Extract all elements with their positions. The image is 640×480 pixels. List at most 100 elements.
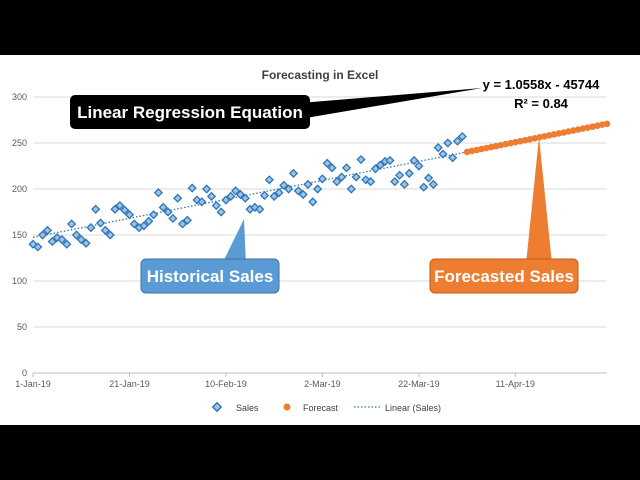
x-tick-label: 21-Jan-19 — [109, 379, 150, 389]
sales-point — [120, 205, 130, 215]
sales-point — [322, 158, 332, 168]
sales-point — [226, 191, 236, 201]
sales-point — [206, 191, 217, 201]
sales-point — [293, 186, 303, 196]
forecast-callout-pointer — [526, 137, 552, 264]
sales-point — [341, 163, 352, 173]
chart-frame: Forecasting in Excel 0 50 100 150 200 250 300 … — [0, 55, 640, 425]
y-tick-label: 50 — [17, 322, 27, 332]
y-tick-label: 100 — [12, 276, 27, 286]
sales-point — [404, 168, 414, 178]
sales-point — [221, 195, 231, 205]
x-axis-ticks: 1-Jan-19 21-Jan-19 10-Feb-19 2-Mar-19 22-Mar… — [15, 373, 535, 389]
sales-point — [279, 180, 289, 190]
sales-point — [428, 179, 438, 189]
sales-point — [312, 184, 323, 194]
y-tick-label: 250 — [12, 138, 27, 148]
legend: Sales Forecast Linear (Sales) — [211, 401, 441, 413]
x-tick-label: 10-Feb-19 — [205, 379, 247, 389]
trendline-layer — [32, 151, 468, 238]
sales-point — [303, 179, 313, 189]
historical-callout-box — [140, 258, 280, 294]
forecast-chart: Forecasting in Excel 050100150200250300 … — [12, 68, 611, 413]
sales-point — [197, 197, 207, 207]
sales-point — [274, 188, 284, 198]
y-tick-label: 150 — [12, 230, 27, 240]
sales-point — [42, 225, 53, 235]
y-axis-ticks: 0 50 100 150 200 250 300 — [12, 92, 27, 378]
forecast-series — [463, 120, 611, 156]
y-tick-label: 0 — [22, 368, 27, 378]
sales-point — [308, 197, 318, 207]
sales-point — [414, 161, 424, 171]
sales-point — [95, 218, 106, 228]
sales-point — [269, 191, 279, 201]
x-tick-label: 1-Jan-19 — [15, 379, 51, 389]
legend-sales-marker — [211, 401, 223, 413]
y-tick-label: 300 — [12, 92, 27, 102]
forecast-callout-box — [429, 258, 579, 294]
sales-point — [182, 215, 192, 225]
trendline-equation: y = 1.0558x - 45744 — [483, 77, 601, 92]
sales-point — [148, 210, 159, 220]
sales-point — [457, 131, 467, 142]
sales-point — [105, 230, 115, 240]
sales-point — [211, 200, 221, 211]
sales-point — [370, 164, 381, 174]
sales-point — [91, 204, 101, 214]
sales-point — [409, 155, 419, 166]
sales-point — [317, 174, 328, 184]
sales-point — [255, 204, 265, 214]
sales-point — [86, 223, 96, 233]
sales-point — [235, 189, 246, 200]
sales-point — [47, 236, 57, 247]
sales-point — [100, 225, 110, 235]
regression-callout-pointer — [300, 88, 482, 119]
sales-point — [173, 193, 183, 203]
sales-point — [394, 170, 405, 180]
sales-point — [129, 219, 139, 229]
trendline — [32, 151, 468, 238]
sales-point — [38, 230, 48, 240]
sales-point — [163, 207, 173, 217]
sales-point — [375, 160, 385, 170]
sales-point — [124, 210, 135, 220]
sales-point — [399, 179, 410, 189]
sales-point — [337, 172, 347, 182]
sales-point — [153, 188, 164, 198]
legend-forecast-marker — [283, 403, 291, 411]
sales-point — [110, 204, 120, 214]
sales-point — [351, 172, 361, 182]
sales-point — [139, 221, 149, 231]
sales-point — [298, 189, 308, 200]
sales-point — [356, 154, 366, 165]
historical-callout-pointer — [222, 219, 246, 264]
sales-point — [33, 242, 43, 252]
sales-point — [346, 184, 356, 194]
sales-point — [57, 235, 67, 245]
x-tick-label: 2-Mar-19 — [304, 379, 341, 389]
legend-sales-label: Sales — [236, 403, 259, 413]
sales-series — [28, 131, 467, 252]
y-tick-label: 200 — [12, 184, 27, 194]
x-tick-label: 22-Mar-19 — [398, 379, 440, 389]
regression-callout-box — [70, 95, 310, 129]
sales-point — [240, 193, 250, 203]
sales-point — [448, 153, 458, 163]
legend-linear-label: Linear (Sales) — [385, 403, 441, 413]
sales-point — [366, 177, 376, 187]
sales-point — [187, 183, 197, 193]
sales-point — [158, 202, 168, 212]
historical-callout-label: Historical Sales — [147, 267, 274, 286]
x-tick-label: 11-Apr-19 — [496, 379, 535, 389]
sales-point — [76, 235, 86, 245]
sales-point — [452, 136, 463, 146]
forecast-point — [603, 120, 611, 128]
sales-point — [66, 219, 77, 229]
r-squared-label: R² = 0.84 — [514, 96, 569, 111]
sales-point — [264, 175, 274, 185]
sales-point — [284, 184, 294, 194]
sales-point — [423, 173, 434, 183]
sales-point — [443, 138, 453, 148]
sales-point — [62, 239, 72, 249]
